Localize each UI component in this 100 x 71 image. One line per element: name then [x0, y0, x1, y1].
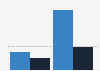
Bar [10, 52, 30, 70]
Bar [73, 47, 93, 70]
Bar [30, 58, 50, 70]
Bar [53, 10, 73, 70]
